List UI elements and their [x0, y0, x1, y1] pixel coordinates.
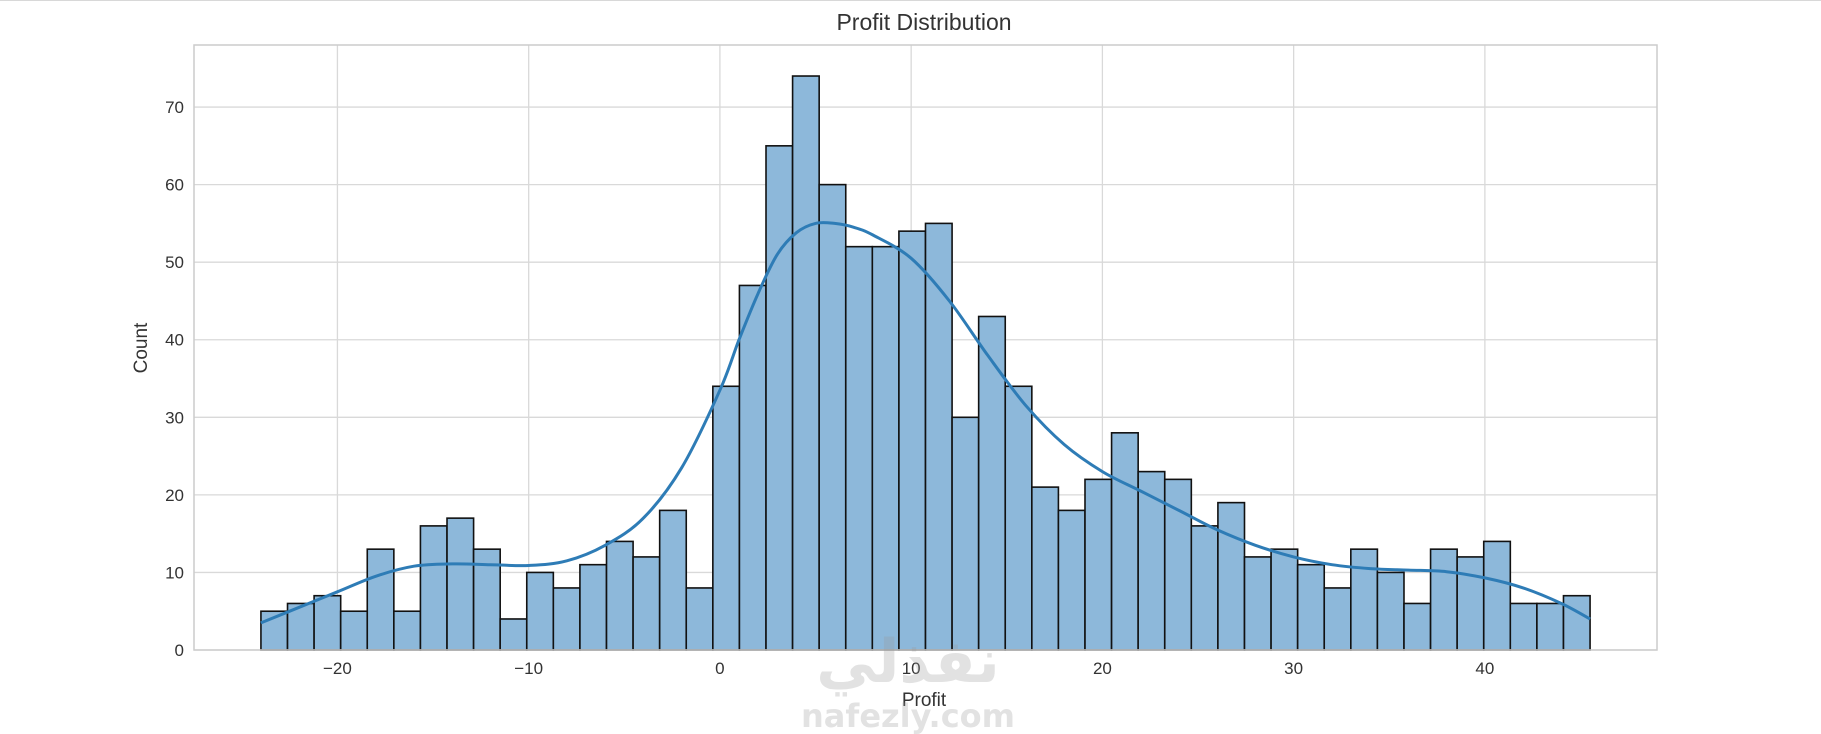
histogram-bar [1110, 432, 1139, 651]
y-tick-label: 60 [165, 176, 184, 195]
y-axis-title: Count [131, 322, 152, 373]
y-tick-label: 50 [165, 253, 184, 272]
x-tick-label: 10 [902, 659, 921, 678]
histogram-bar [1429, 548, 1458, 651]
histogram-bar [1536, 602, 1565, 651]
histogram-bar [632, 556, 661, 651]
histogram-bar [1562, 594, 1591, 651]
histogram-bar [1509, 602, 1538, 651]
histogram-bar [1243, 556, 1272, 651]
y-tick-label: 30 [165, 408, 184, 427]
histogram-bar [313, 594, 342, 651]
histogram-bar [951, 416, 980, 651]
histogram-bar [1031, 486, 1060, 651]
histogram-bar [844, 245, 874, 651]
x-tick-labels: −20 −10 0 10 20 30 40 [323, 659, 1494, 678]
histogram-bar [1217, 501, 1246, 651]
histogram-bar [419, 525, 448, 651]
histogram-bar [1323, 587, 1352, 651]
histogram-bar [446, 517, 475, 651]
y-tick-label: 10 [165, 563, 184, 582]
histogram-bar [685, 587, 714, 651]
histogram-bar [1190, 525, 1219, 651]
histogram-bar [977, 315, 1007, 651]
histogram-bar [924, 222, 953, 651]
histogram-bar [1376, 571, 1405, 651]
y-tick-label: 70 [165, 98, 184, 117]
histogram-bar [1482, 540, 1512, 651]
histogram-bar [1057, 509, 1086, 651]
histogram-bar [605, 540, 634, 651]
histogram-bar [393, 610, 422, 651]
histogram-bar [658, 509, 688, 651]
watermark-latin-text: nafezly.com [801, 697, 1015, 734]
x-tick-label: −10 [514, 659, 543, 678]
histogram-bar [871, 245, 900, 651]
histogram-bar [525, 571, 555, 651]
histogram-bar [791, 75, 820, 651]
histogram-bar [712, 385, 741, 651]
histogram-bar [898, 230, 927, 651]
histogram-bar [1403, 602, 1432, 651]
histogram-bar [1456, 556, 1485, 651]
y-tick-labels: 0 10 20 30 40 50 60 70 [165, 98, 184, 660]
histogram-bar [366, 548, 395, 651]
histogram-bar [738, 284, 767, 651]
chart-title: Profit Distribution [836, 9, 1011, 35]
histogram-bar [499, 618, 528, 651]
y-tick-label: 0 [175, 641, 184, 660]
histogram-bar [1084, 478, 1113, 651]
x-tick-label: −20 [323, 659, 352, 678]
x-axis-title: Profit [902, 690, 947, 711]
watermark-logo: نفذلي nafezly.com [801, 627, 1015, 734]
histogram-bar [1137, 470, 1166, 651]
histogram-bar [818, 183, 847, 651]
histogram-bar [1296, 563, 1326, 651]
histogram-bar [552, 587, 581, 651]
watermark-arabic-text: نفذلي [816, 627, 1000, 697]
histogram-bar [339, 610, 369, 651]
kde-curve [260, 221, 1591, 625]
plot-frame [193, 44, 1658, 651]
window-top-border [0, 0, 1821, 3]
x-tick-label: 30 [1284, 659, 1303, 678]
x-tick-label: 0 [715, 659, 724, 678]
histogram-bar [1270, 548, 1299, 651]
histogram-bar [579, 563, 608, 651]
histogram-bar [765, 145, 794, 651]
x-tick-label: 20 [1093, 659, 1112, 678]
y-tick-label: 20 [165, 486, 184, 505]
histogram-bar [1163, 478, 1193, 651]
y-tick-label: 40 [165, 331, 184, 350]
histogram-bar [1350, 548, 1379, 651]
histogram-bar [1004, 385, 1033, 651]
x-tick-label: 40 [1475, 659, 1494, 678]
